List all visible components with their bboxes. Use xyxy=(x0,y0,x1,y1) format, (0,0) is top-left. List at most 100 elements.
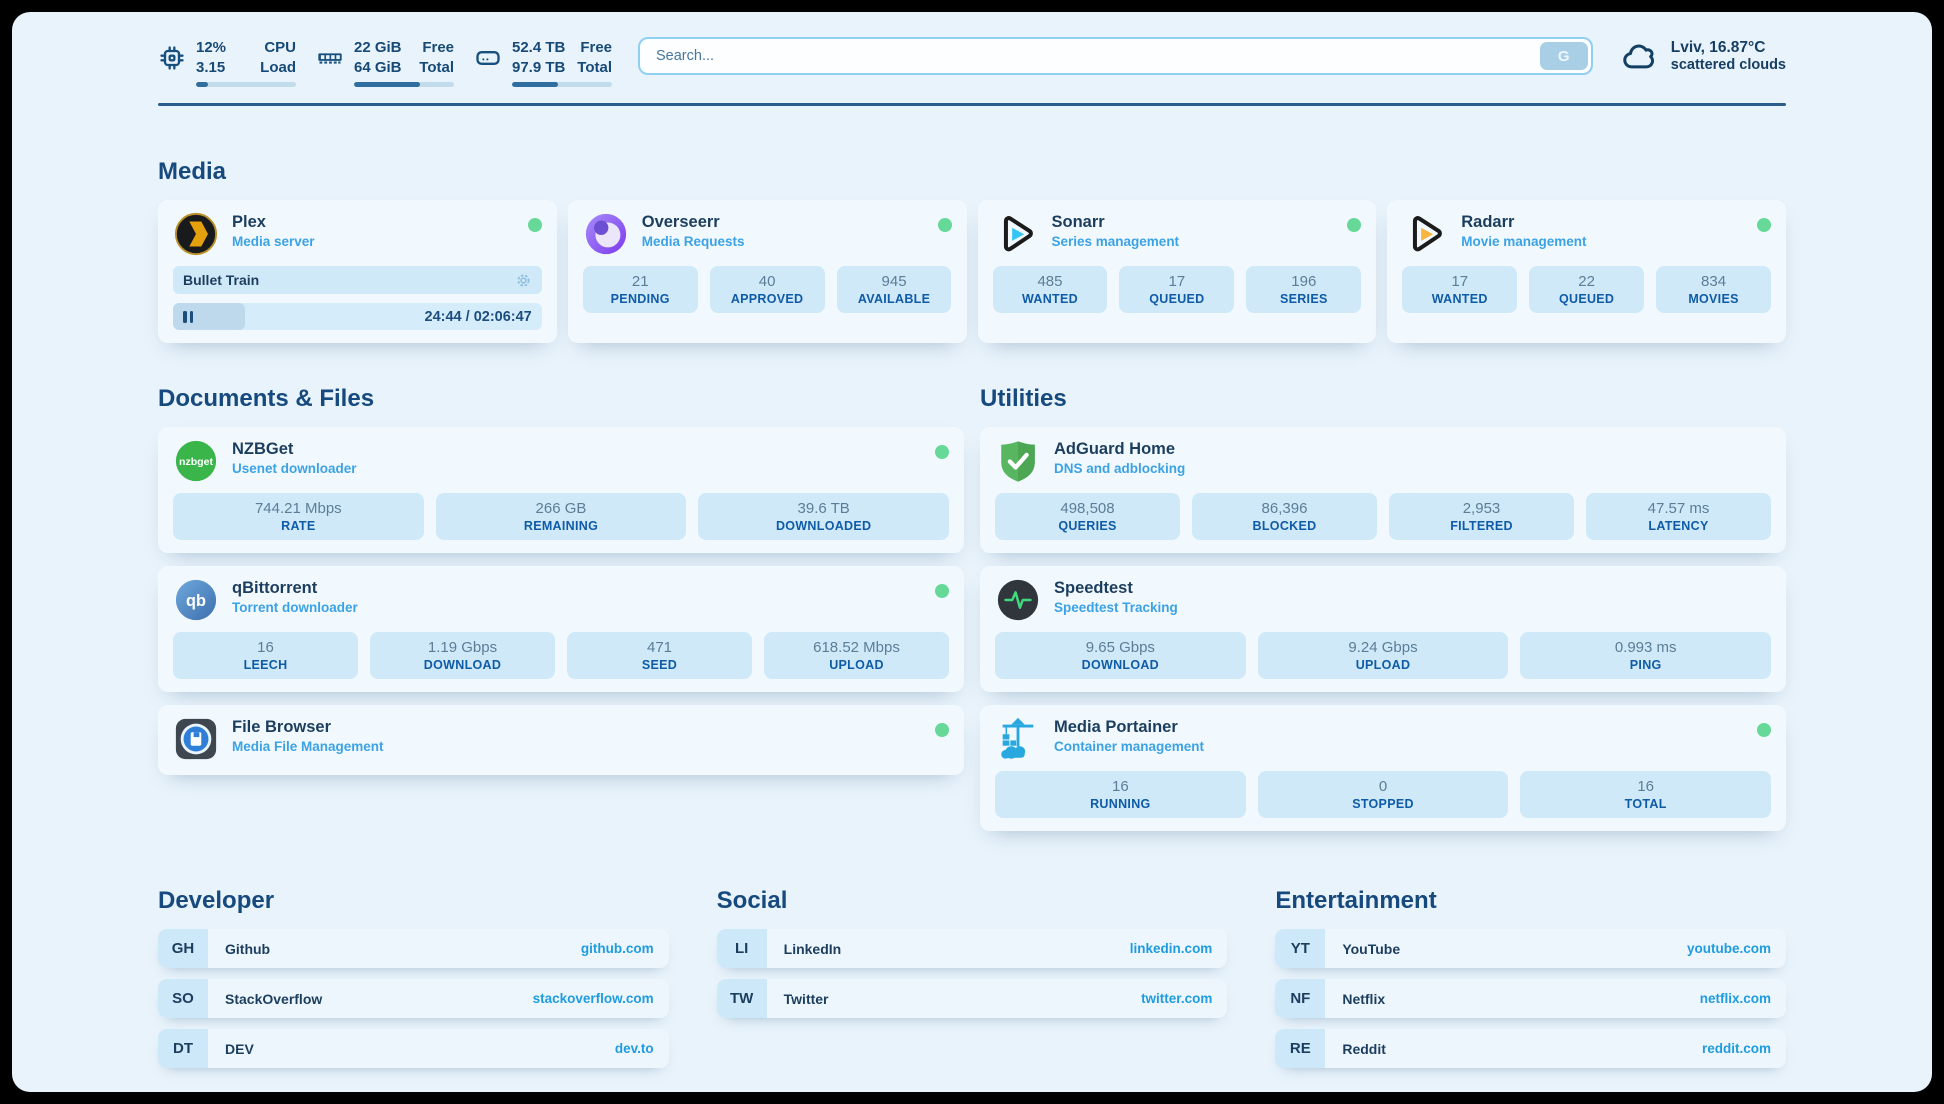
app-name: NZBGet xyxy=(232,440,294,458)
stat-box: 17 QUEUED xyxy=(1119,266,1235,313)
link-dev[interactable]: DT DEV dev.to xyxy=(158,1029,669,1068)
app-description: Series management xyxy=(1051,234,1180,249)
ram-total-value: 64 GiB xyxy=(354,58,402,76)
pause-icon[interactable] xyxy=(183,310,193,323)
stat-box: 196 SERIES xyxy=(1246,266,1362,313)
link-badge: NF xyxy=(1275,979,1326,1018)
cpu-stat: 12% CPU 3.15 Load xyxy=(158,38,296,87)
app-name: qBittorrent xyxy=(232,579,318,597)
weather-location-temp: Lviv, 16.87°C xyxy=(1670,39,1766,56)
filebrowser-card[interactable]: File Browser Media File Management xyxy=(158,705,964,775)
qbittorrent-card[interactable]: qb qBittorrent Torrent downloader 16 LEEC… xyxy=(158,566,964,692)
app-name: Media Portainer xyxy=(1054,718,1178,736)
stat-box: 9.65 Gbps DOWNLOAD xyxy=(995,632,1246,679)
stat-box: 86,396 BLOCKED xyxy=(1192,493,1377,540)
stat-box: 834 MOVIES xyxy=(1656,266,1771,313)
stat-box: 485 WANTED xyxy=(992,266,1108,313)
status-dot xyxy=(935,445,949,459)
app-name: Plex xyxy=(232,213,266,231)
portainer-icon xyxy=(1001,717,1034,759)
weather-widget: Lviv, 16.87°C scattered clouds xyxy=(1619,34,1786,76)
cpu-label-1: CPU xyxy=(264,39,296,56)
stat-box: 945 AVAILABLE xyxy=(836,266,952,313)
adguard-icon xyxy=(1001,441,1035,482)
stat-box: 47.57 ms LATENCY xyxy=(1586,493,1771,540)
stat-box: 16 RUNNING xyxy=(995,771,1246,818)
nzbget-card[interactable]: nzbget NZBGet Usenet downloader 744.21 M… xyxy=(158,427,964,553)
stat-box: 498,508 QUERIES xyxy=(995,493,1180,540)
status-dot xyxy=(935,584,949,598)
stat-box: 1.19 Gbps DOWNLOAD xyxy=(370,632,555,679)
app-name: Sonarr xyxy=(1051,213,1105,231)
overseerr-card[interactable]: Overseerr Media Requests 21 PENDING 40 APP… xyxy=(567,200,967,343)
sonarr-card[interactable]: Sonarr Series management 485 WANTED 17 QUE… xyxy=(977,200,1377,343)
app-description: Torrent downloader xyxy=(232,600,358,615)
search-input[interactable] xyxy=(638,37,1593,75)
stat-box: 0 STOPPED xyxy=(1257,771,1509,818)
stat-box: 618.52 Mbps UPLOAD xyxy=(764,632,949,679)
plex-icon xyxy=(174,212,218,256)
link-github[interactable]: GH Github github.com xyxy=(158,929,669,968)
gear-icon[interactable] xyxy=(515,272,532,289)
stat-box: 22 QUEUED xyxy=(1529,266,1645,313)
qbittorrent-icon: qb xyxy=(175,579,217,621)
section-title-developer: Developer xyxy=(158,887,275,914)
link-youtube[interactable]: YT YouTube youtube.com xyxy=(1275,929,1786,968)
app-name: Overseerr xyxy=(641,213,720,231)
dashboard-panel: 12% CPU 3.15 Load xyxy=(12,12,1932,1092)
radarr-card[interactable]: Radarr Movie management 17 WANTED 22 QUEUE… xyxy=(1387,200,1786,343)
link-netflix[interactable]: NF Netflix netflix.com xyxy=(1275,979,1786,1018)
cpu-label-2: Load xyxy=(260,58,296,76)
ram-label-2: Total xyxy=(419,58,454,76)
adguard-card[interactable]: AdGuard Home DNS and adblocking 498,508 Q… xyxy=(980,427,1786,553)
app-description: DNS and adblocking xyxy=(1054,461,1186,476)
playback-progress-bar: 24:44 / 02:06:47 xyxy=(173,303,542,330)
stat-box: 16 LEECH xyxy=(173,632,358,679)
media-grid: Plex Media server Bullet Train 24:44 / 0… xyxy=(158,200,1786,343)
link-badge: DT xyxy=(158,1029,208,1068)
app-description: Media Requests xyxy=(641,234,745,249)
section-title-entertainment: Entertainment xyxy=(1275,887,1437,914)
cpu-icon xyxy=(160,46,184,70)
cpu-progress-bar xyxy=(196,82,296,87)
stat-box: 16 TOTAL xyxy=(1520,771,1771,818)
disk-icon xyxy=(476,51,500,65)
portainer-card[interactable]: Media Portainer Container management 16 R… xyxy=(980,705,1786,831)
link-linkedin[interactable]: LI LinkedIn linkedin.com xyxy=(716,929,1228,968)
radarr-icon xyxy=(1413,216,1443,252)
search-engine-button[interactable]: G xyxy=(1539,42,1588,70)
stat-box: 266 GB REMAINING xyxy=(435,493,687,540)
stat-box: 21 PENDING xyxy=(582,266,698,313)
top-bar: 12% CPU 3.15 Load xyxy=(158,34,1786,87)
app-description: Container management xyxy=(1054,739,1205,754)
link-badge: SO xyxy=(158,979,208,1018)
disk-total-value: 97.9 TB xyxy=(512,58,566,76)
now-playing-title: Bullet Train xyxy=(183,272,260,288)
app-description: Media server xyxy=(232,234,315,249)
status-dot xyxy=(937,218,952,232)
now-playing-row: Bullet Train xyxy=(173,266,542,294)
status-dot xyxy=(1757,723,1771,737)
app-name: AdGuard Home xyxy=(1054,440,1176,458)
cpu-load-value: 3.15 xyxy=(196,58,226,76)
speedtest-icon xyxy=(997,579,1039,621)
weather-condition: scattered clouds xyxy=(1670,57,1786,73)
link-badge: TW xyxy=(716,979,767,1018)
cloud-icon xyxy=(1623,44,1654,69)
speedtest-card[interactable]: Speedtest Speedtest Tracking 9.65 Gbps DO… xyxy=(980,566,1786,692)
app-description: Media File Management xyxy=(232,739,384,754)
system-stats: 12% CPU 3.15 Load xyxy=(158,34,612,87)
stat-box: 17 WANTED xyxy=(1402,266,1518,313)
link-twitter[interactable]: TW Twitter twitter.com xyxy=(716,979,1228,1018)
app-name: Radarr xyxy=(1461,213,1515,231)
disk-free-value: 52.4 TB xyxy=(512,39,566,56)
playback-time: 24:44 / 02:06:47 xyxy=(424,308,532,325)
stat-box: 471 SEED xyxy=(567,632,752,679)
search-bar: G xyxy=(638,37,1593,75)
link-badge: YT xyxy=(1275,929,1326,968)
plex-card[interactable]: Plex Media server Bullet Train 24:44 / 0… xyxy=(158,200,557,343)
link-reddit[interactable]: RE Reddit reddit.com xyxy=(1275,1029,1786,1068)
stat-box: 40 APPROVED xyxy=(709,266,825,313)
stat-box: 744.21 Mbps RATE xyxy=(173,493,424,540)
link-stackoverflow[interactable]: SO StackOverflow stackoverflow.com xyxy=(158,979,669,1018)
